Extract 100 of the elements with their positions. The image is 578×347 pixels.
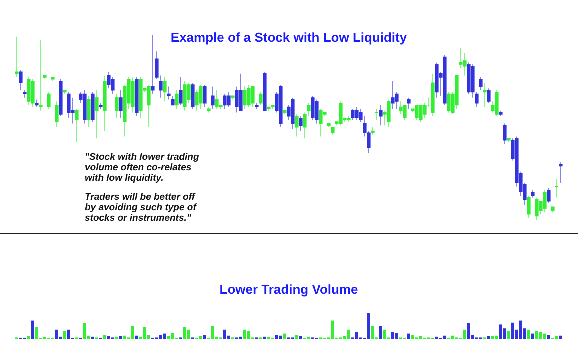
bar xyxy=(68,330,70,339)
bar xyxy=(332,320,334,339)
candlestick xyxy=(415,105,419,120)
bar xyxy=(280,336,282,339)
bar xyxy=(248,331,250,339)
candlestick xyxy=(31,79,35,108)
bar xyxy=(548,335,550,339)
bar xyxy=(348,330,350,339)
candlestick xyxy=(43,75,47,80)
bar xyxy=(372,326,374,339)
bar xyxy=(500,324,502,339)
bar xyxy=(28,336,30,339)
candlestick xyxy=(207,106,211,113)
candlestick xyxy=(259,92,263,106)
candlestick xyxy=(483,82,487,108)
candlestick xyxy=(347,116,351,122)
candlestick xyxy=(555,179,559,198)
candlestick xyxy=(543,190,547,213)
candlestick xyxy=(471,64,475,98)
candlestick xyxy=(15,36,19,78)
candlestick xyxy=(115,94,119,119)
bar xyxy=(244,330,246,339)
chart-title: Lower Trading Volume xyxy=(220,282,358,297)
bar xyxy=(540,332,542,339)
candlestick xyxy=(55,101,59,128)
bar xyxy=(508,331,510,339)
candlestick xyxy=(255,103,259,110)
bar xyxy=(84,323,86,339)
candlestick xyxy=(191,82,195,110)
bar xyxy=(504,328,506,339)
candlestick xyxy=(263,72,267,112)
candlestick xyxy=(431,74,435,117)
bar xyxy=(420,336,422,339)
bar xyxy=(392,332,394,339)
candlestick xyxy=(19,70,23,91)
candlestick xyxy=(215,90,219,110)
candlestick xyxy=(99,103,103,110)
candlestick xyxy=(531,190,535,198)
candlestick xyxy=(319,108,323,138)
candlestick xyxy=(199,84,203,110)
bar xyxy=(188,330,190,339)
bar xyxy=(444,336,446,339)
bar xyxy=(300,336,302,339)
bar xyxy=(212,326,214,339)
candlestick xyxy=(447,92,451,113)
candlestick xyxy=(147,84,151,128)
candlestick xyxy=(527,196,531,218)
candlestick xyxy=(227,92,231,108)
candlestick xyxy=(503,124,507,144)
bar xyxy=(124,336,126,339)
bar xyxy=(468,323,470,339)
bar xyxy=(224,330,226,339)
candlestick xyxy=(327,124,331,128)
candlestick xyxy=(547,188,551,204)
candlestick xyxy=(487,88,491,104)
bar xyxy=(164,334,166,339)
candlestick xyxy=(203,84,207,108)
candlestick xyxy=(283,110,287,115)
candlestick xyxy=(535,198,539,220)
annotation: Traders will be better off by avoiding such type of stocks or instruments." xyxy=(85,192,198,224)
bar xyxy=(172,333,174,339)
candlestick xyxy=(551,206,555,213)
candlestick xyxy=(251,86,255,108)
candlestick xyxy=(419,105,423,122)
candlestick xyxy=(351,108,355,120)
bar xyxy=(532,334,534,339)
bar xyxy=(412,335,414,339)
bar xyxy=(380,326,382,339)
candlestick xyxy=(131,77,135,113)
candlestick xyxy=(295,114,299,138)
candlestick xyxy=(243,86,247,110)
candlestick xyxy=(239,74,243,112)
candlestick xyxy=(371,127,375,136)
candlestick xyxy=(559,162,563,184)
bar xyxy=(64,331,66,339)
bar xyxy=(556,336,558,339)
candlestick xyxy=(475,92,479,108)
candlestick xyxy=(103,75,107,132)
candlestick xyxy=(375,108,379,120)
bar xyxy=(120,336,122,339)
bar xyxy=(492,336,494,339)
bar xyxy=(512,322,514,339)
candlestick xyxy=(331,127,335,136)
candlestick xyxy=(27,77,31,106)
bar xyxy=(520,320,522,339)
candlestick xyxy=(35,99,39,108)
candlestick xyxy=(179,77,183,106)
candlestick xyxy=(315,99,319,124)
candlestick xyxy=(39,40,43,112)
bar xyxy=(536,331,538,339)
bar xyxy=(160,335,162,339)
candlestick xyxy=(95,90,99,139)
candlestick xyxy=(379,105,383,126)
bar xyxy=(560,336,562,339)
candlestick xyxy=(279,84,283,128)
candlestick xyxy=(51,77,55,82)
candlestick xyxy=(139,77,143,119)
bar xyxy=(528,330,530,339)
candlestick xyxy=(403,105,407,120)
bar xyxy=(32,320,34,339)
